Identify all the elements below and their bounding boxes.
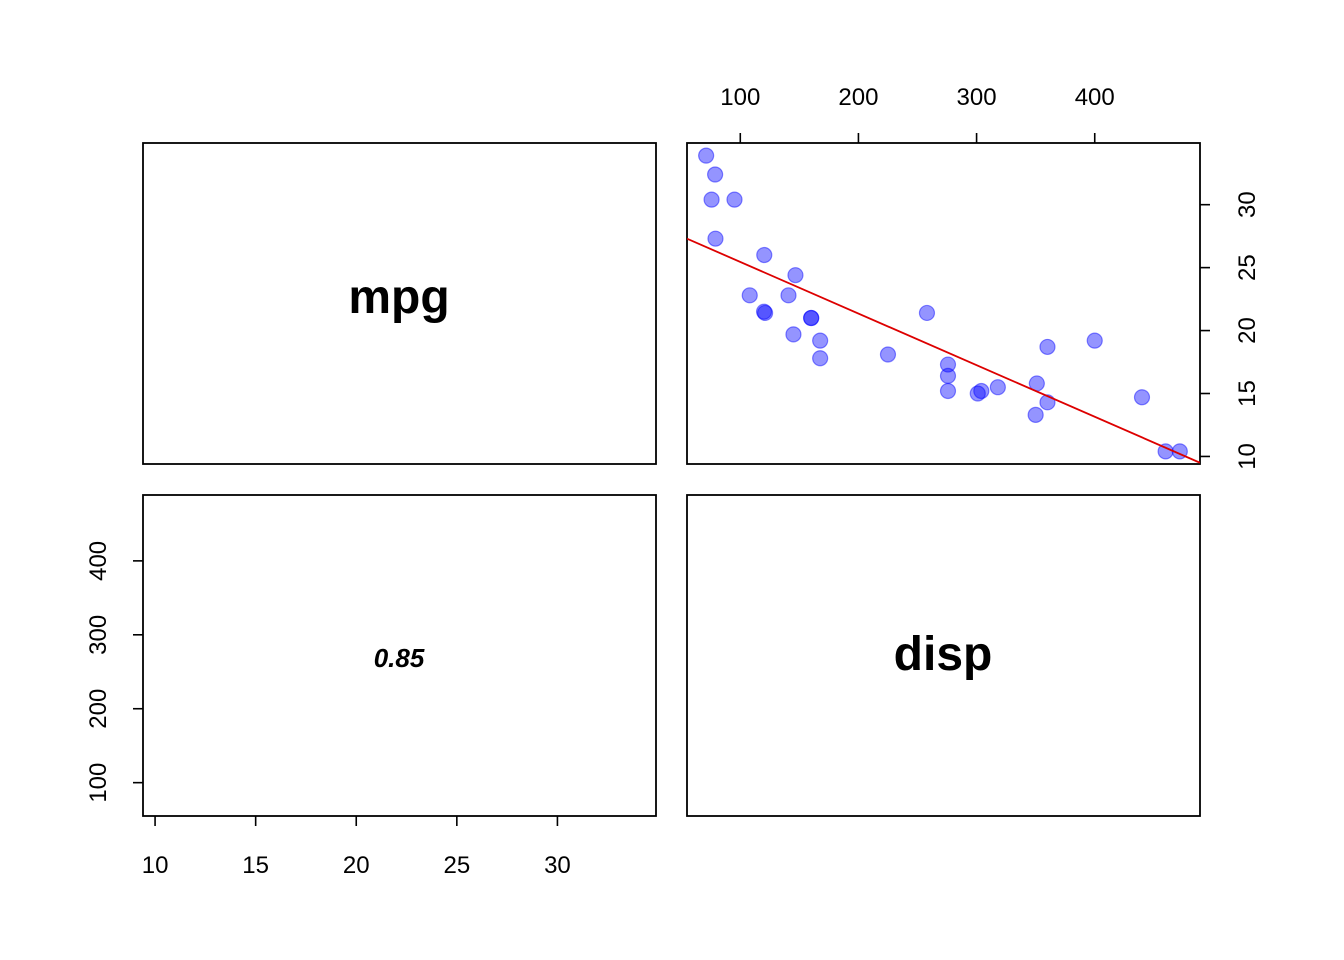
panel-disp-label bbox=[686, 494, 1201, 817]
scatter-point bbox=[780, 287, 797, 304]
panel-scatter-disp-mpg bbox=[686, 142, 1201, 465]
scatter-point bbox=[726, 191, 743, 208]
top-axis-tick-label: 200 bbox=[838, 84, 878, 111]
scatter-point bbox=[989, 379, 1006, 396]
right-axis-tick-label: 25 bbox=[1234, 254, 1261, 281]
panel-mpg-label bbox=[142, 142, 657, 465]
right-axis-tick-label: 20 bbox=[1234, 317, 1261, 344]
scatter-point bbox=[1133, 389, 1151, 406]
scatter-point bbox=[787, 267, 804, 284]
scatter-point bbox=[973, 382, 990, 400]
panel-correlation bbox=[142, 494, 657, 817]
scatter-point bbox=[918, 304, 936, 322]
axes: 100 200 300 400 10 15 20 25 30 100 200 300 400 10 15 20… bbox=[85, 84, 1261, 879]
left-axis-tick-label: 200 bbox=[85, 689, 112, 729]
bottom-axis-tick-label: 30 bbox=[544, 852, 571, 879]
bottom-axis-tick-label: 10 bbox=[142, 852, 169, 879]
scatter-point bbox=[879, 346, 897, 363]
fit-line bbox=[687, 237, 1200, 464]
scatter-point bbox=[703, 191, 720, 208]
scatter-point bbox=[812, 350, 829, 367]
scatter-point bbox=[1086, 332, 1103, 349]
scatter-point bbox=[755, 303, 773, 320]
right-axis-tick-label: 15 bbox=[1234, 380, 1261, 407]
scatter-point bbox=[707, 166, 724, 183]
variable-label-disp: disp bbox=[894, 628, 993, 681]
scatter-points bbox=[698, 147, 1188, 460]
top-axis-tick-label: 400 bbox=[1075, 84, 1115, 111]
scatter-point bbox=[803, 309, 820, 327]
scatter-point bbox=[803, 309, 820, 327]
scatter-point bbox=[756, 246, 773, 264]
bottom-axis-tick-label: 20 bbox=[343, 852, 370, 879]
scatter-point bbox=[1027, 406, 1044, 424]
left-axis-tick-label: 100 bbox=[85, 763, 112, 803]
scatter-point bbox=[939, 382, 957, 400]
variable-label-mpg: mpg bbox=[348, 271, 449, 324]
scatter-point bbox=[756, 304, 774, 322]
top-axis-tick-label: 100 bbox=[720, 84, 760, 111]
scatter-point bbox=[1039, 338, 1056, 356]
scatter-point bbox=[741, 287, 758, 304]
scatter-point bbox=[939, 367, 957, 384]
bottom-axis-tick-label: 15 bbox=[242, 852, 269, 879]
right-axis-tick-label: 30 bbox=[1234, 191, 1261, 218]
left-axis-tick-label: 400 bbox=[85, 541, 112, 581]
scatter-point bbox=[812, 332, 829, 349]
right-axis-tick-label: 10 bbox=[1234, 443, 1261, 470]
top-axis-tick-label: 300 bbox=[957, 84, 997, 111]
correlation-value: 0.85 bbox=[374, 643, 425, 673]
scatter-point bbox=[939, 356, 957, 373]
scatter-point bbox=[969, 385, 986, 402]
scatter-point bbox=[785, 326, 802, 343]
bottom-axis-tick-label: 25 bbox=[443, 852, 470, 879]
scatter-point bbox=[707, 230, 724, 247]
scatter-point bbox=[698, 147, 715, 164]
fit-line-group bbox=[687, 237, 1200, 464]
left-axis-tick-label: 300 bbox=[85, 615, 112, 655]
